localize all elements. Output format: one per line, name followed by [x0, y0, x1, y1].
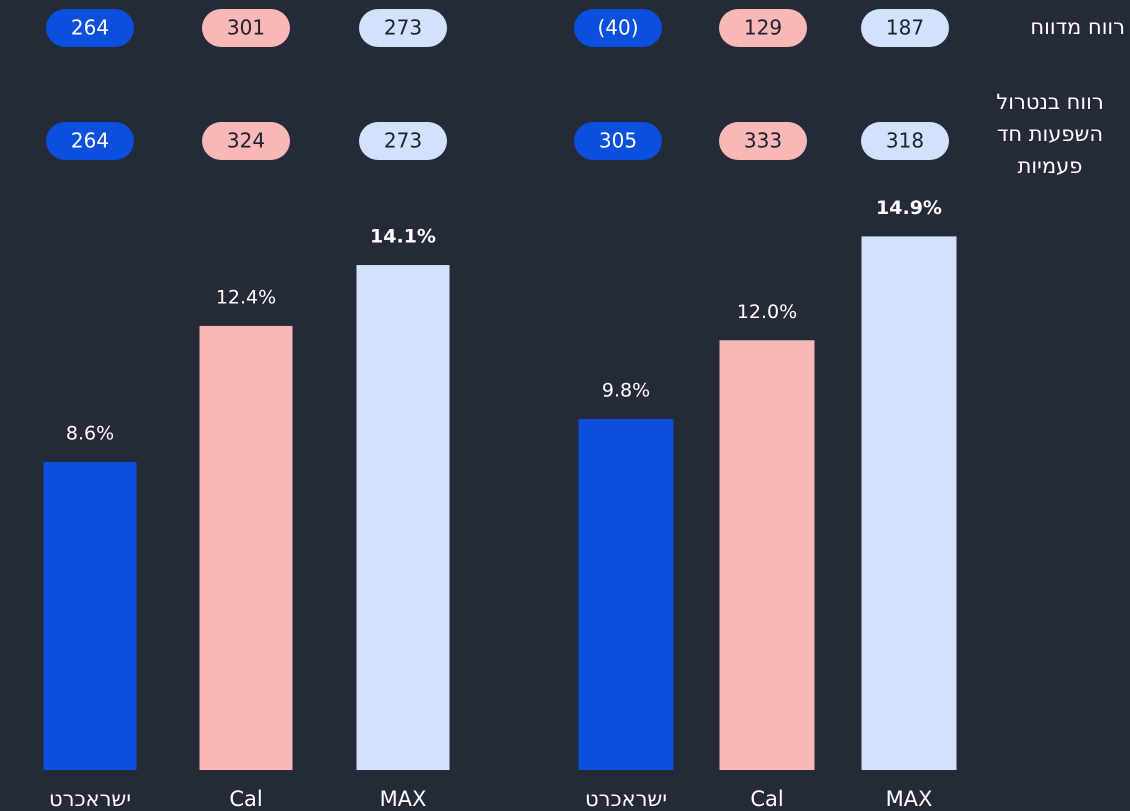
value-label: 12.4%	[216, 286, 276, 308]
pill	[861, 9, 949, 47]
pill	[719, 122, 807, 160]
value-label: 8.6%	[66, 423, 114, 445]
pill-value: 187	[886, 16, 924, 40]
pill-value: 264	[71, 16, 109, 40]
pill-value: 324	[227, 129, 265, 153]
bar	[719, 340, 815, 770]
category-label: Cal	[750, 787, 783, 811]
bar	[356, 265, 450, 770]
category-label: ישראכרט	[49, 787, 131, 811]
row-label: רווח בנטרול השפעות חד פעמיות	[996, 90, 1104, 178]
row-label-box: רווח בנטרול השפעות חד פעמיות	[996, 90, 1104, 178]
pill	[574, 9, 662, 47]
bar	[861, 236, 957, 771]
pill	[46, 122, 134, 160]
bar	[578, 419, 674, 770]
category-label: MAX	[380, 787, 427, 811]
pill	[202, 9, 290, 47]
pill-value: 305	[599, 129, 637, 153]
pill	[861, 122, 949, 160]
pill-value: 273	[384, 129, 422, 153]
bar	[199, 325, 293, 770]
category-label: ישראכרט	[585, 787, 667, 811]
value-label: 9.8%	[602, 380, 650, 402]
pill-value: (40)	[597, 16, 638, 40]
pill	[574, 122, 662, 160]
pill	[359, 122, 447, 160]
value-label: 14.1%	[370, 226, 436, 248]
row-label: רווח מדווח	[1030, 15, 1125, 39]
category-label: MAX	[886, 787, 933, 811]
pill	[719, 9, 807, 47]
pill-value: 273	[384, 16, 422, 40]
bar	[43, 462, 137, 770]
pill	[46, 9, 134, 47]
pill-value: 333	[744, 129, 782, 153]
pill-value: 301	[227, 16, 265, 40]
pill-value: 264	[71, 129, 109, 153]
category-label: Cal	[229, 787, 262, 811]
pill	[359, 9, 447, 47]
pill-value: 129	[744, 16, 782, 40]
value-label: 14.9%	[876, 197, 942, 219]
pill-value: 318	[886, 129, 924, 153]
value-label: 12.0%	[737, 301, 797, 323]
pill	[202, 122, 290, 160]
